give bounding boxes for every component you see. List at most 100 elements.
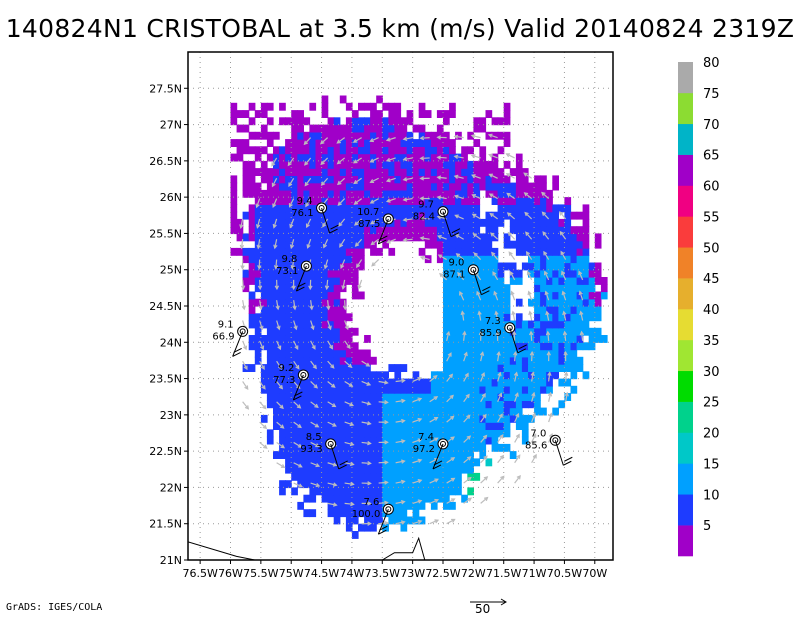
field-cell bbox=[370, 175, 377, 184]
field-cell bbox=[449, 182, 456, 191]
field-cell bbox=[273, 335, 280, 343]
wind-vector bbox=[361, 380, 372, 386]
wind-vector bbox=[276, 340, 282, 351]
field-cell bbox=[479, 233, 487, 242]
field-cell bbox=[449, 269, 456, 278]
field-cell bbox=[534, 204, 541, 213]
field-cell bbox=[491, 414, 499, 423]
wind-vector bbox=[258, 300, 263, 311]
field-cell bbox=[370, 400, 377, 409]
wind-vector bbox=[276, 381, 284, 390]
y-tick-label: 27.5N bbox=[149, 82, 182, 95]
field-cell bbox=[303, 255, 311, 264]
field-cell bbox=[594, 327, 602, 336]
field-cell bbox=[515, 313, 523, 322]
field-cell bbox=[461, 218, 468, 227]
field-cell bbox=[297, 443, 304, 452]
field-cell bbox=[455, 262, 462, 271]
field-cell bbox=[376, 247, 383, 256]
field-cell bbox=[461, 443, 468, 452]
field-cell bbox=[376, 422, 383, 430]
field-cell bbox=[315, 211, 323, 220]
wind-vector bbox=[480, 371, 486, 382]
wind-vector bbox=[510, 290, 516, 301]
field-cell bbox=[351, 269, 359, 278]
wind-vector bbox=[514, 474, 521, 484]
field-cell bbox=[570, 313, 578, 322]
field-cell bbox=[315, 472, 323, 481]
field-cell bbox=[279, 175, 286, 184]
field-cell bbox=[345, 385, 353, 394]
field-cell bbox=[260, 102, 268, 111]
field-cell bbox=[339, 465, 347, 474]
wind-vector bbox=[327, 360, 335, 369]
field-cell bbox=[333, 429, 341, 438]
wind-vector bbox=[344, 481, 355, 487]
field-cell bbox=[479, 284, 487, 293]
field-cell bbox=[558, 327, 566, 336]
field-cell bbox=[449, 284, 456, 293]
field-cell bbox=[430, 407, 438, 416]
field-cell bbox=[291, 306, 298, 314]
field-cell bbox=[552, 364, 559, 372]
field-cell bbox=[394, 364, 402, 372]
field-cell bbox=[309, 472, 317, 481]
field-cell bbox=[266, 284, 274, 293]
field-cell bbox=[279, 269, 286, 278]
field-cell bbox=[279, 102, 286, 111]
field-cell bbox=[345, 117, 353, 126]
field-cell bbox=[333, 443, 341, 452]
field-cell bbox=[333, 371, 341, 380]
field-cell bbox=[291, 429, 298, 438]
field-cell bbox=[333, 262, 341, 271]
field-cell bbox=[455, 443, 462, 452]
field-cell bbox=[534, 277, 541, 285]
field-cell bbox=[485, 298, 493, 307]
field-cell bbox=[400, 197, 408, 205]
field-cell bbox=[303, 197, 311, 205]
field-cell bbox=[315, 480, 323, 489]
field-cell bbox=[260, 342, 268, 351]
field-cell bbox=[266, 182, 274, 191]
field-cell bbox=[449, 189, 456, 198]
x-tick-label: 71.5W bbox=[486, 567, 521, 580]
field-cell bbox=[273, 451, 280, 459]
field-cell bbox=[461, 371, 468, 380]
field-cell bbox=[351, 465, 359, 474]
field-cell bbox=[467, 385, 474, 394]
wind-vector bbox=[326, 300, 331, 311]
station-marker bbox=[325, 438, 348, 470]
wind-vector bbox=[436, 135, 447, 140]
field-cell bbox=[400, 443, 408, 452]
field-cell bbox=[303, 291, 311, 300]
field-cell bbox=[564, 277, 572, 285]
wind-vector bbox=[361, 360, 371, 367]
field-cell bbox=[528, 364, 535, 372]
field-cell bbox=[394, 371, 402, 380]
field-cell bbox=[424, 494, 432, 503]
wind-vector bbox=[361, 481, 372, 486]
field-cell bbox=[430, 153, 438, 162]
coastline bbox=[188, 536, 426, 560]
field-cell bbox=[449, 240, 456, 249]
field-cell bbox=[333, 349, 341, 358]
field-cell bbox=[388, 146, 396, 155]
field-cell bbox=[534, 255, 541, 264]
field-cell bbox=[497, 342, 505, 351]
field-cell bbox=[321, 414, 329, 423]
field-cell bbox=[515, 393, 523, 401]
field-cell bbox=[546, 378, 553, 387]
field-cell bbox=[455, 436, 462, 445]
field-cell bbox=[370, 480, 377, 489]
field-cell bbox=[503, 422, 511, 430]
wind-vector bbox=[310, 320, 315, 331]
field-cell bbox=[400, 487, 408, 496]
field-cell bbox=[449, 160, 456, 169]
field-cell bbox=[321, 269, 329, 278]
field-cell bbox=[309, 400, 317, 409]
field-cell bbox=[279, 240, 286, 249]
field-cell bbox=[509, 349, 517, 358]
field-cell bbox=[321, 153, 329, 162]
field-cell bbox=[546, 211, 553, 220]
field-cell bbox=[534, 233, 541, 242]
